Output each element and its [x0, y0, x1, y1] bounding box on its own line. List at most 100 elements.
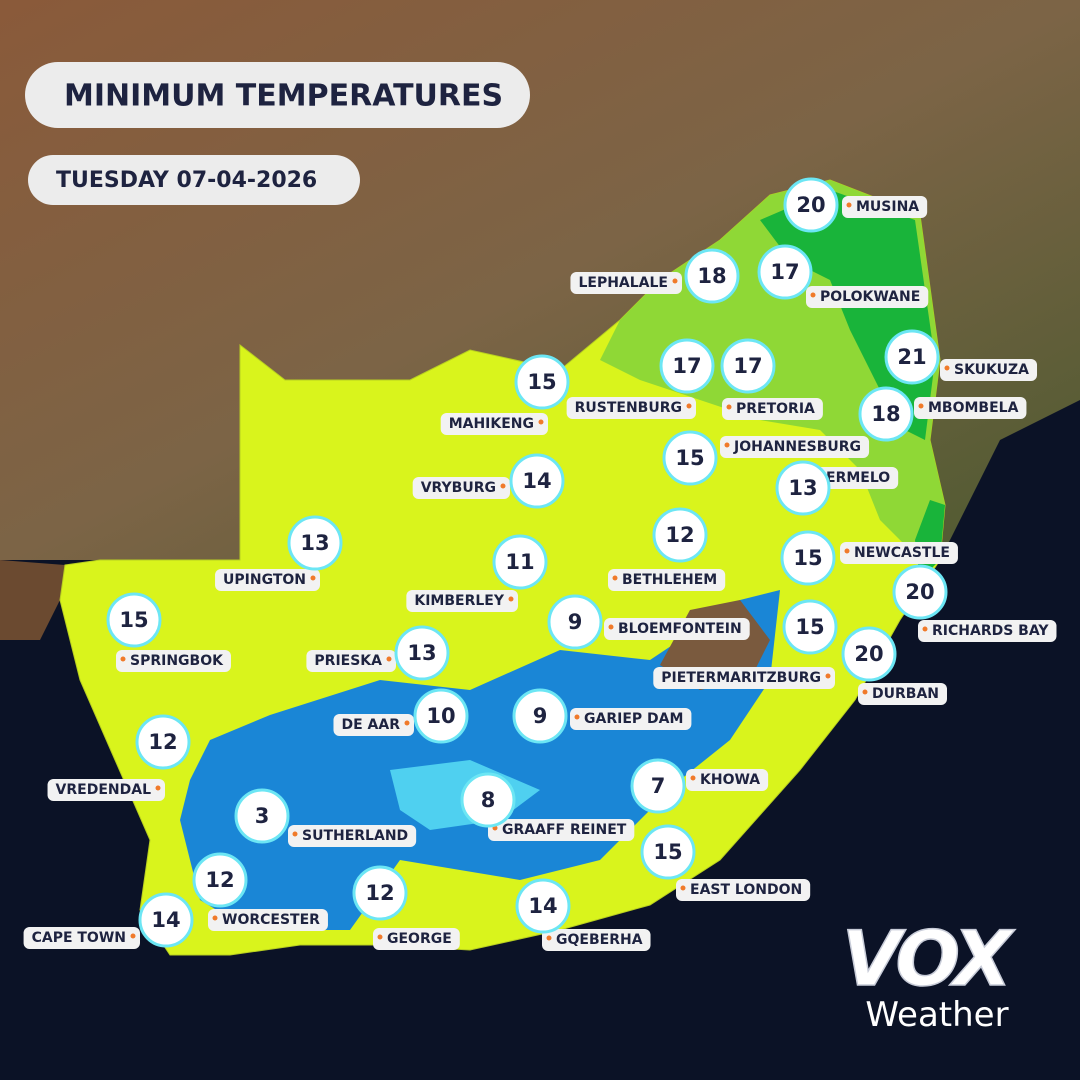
city-labels: MUSINA LEPHALALE POLOKWANE SKUKUZA MBOMBELA M…: [23, 196, 1057, 951]
temp-circle: [106, 592, 162, 648]
label-pill: [440, 413, 548, 435]
label-pill: [806, 286, 929, 308]
city-dot: [120, 656, 126, 662]
label-pill: [676, 879, 811, 901]
temp-value: 9: [533, 704, 548, 728]
label-pill: [406, 590, 518, 612]
city-name: PRETORIA: [736, 401, 815, 417]
city-dot: [726, 404, 732, 410]
city-dot: [922, 626, 928, 632]
city-name: SKUKUZA: [954, 362, 1029, 378]
city-name: NEWCASTLE: [854, 545, 950, 561]
city-name: GARIEP DAM: [584, 711, 683, 727]
title-pill: [25, 62, 530, 128]
temp-value: 15: [793, 546, 822, 570]
temp-value: 13: [788, 476, 817, 500]
label-pill: [488, 819, 635, 841]
temp-circle: [782, 599, 838, 655]
temp-value: 14: [528, 894, 557, 918]
temp-circle: [509, 453, 565, 509]
city-dot: [944, 365, 950, 371]
temp-value: 17: [770, 260, 799, 284]
city-name: PRIESKA: [314, 653, 382, 669]
city-name: MAHIKENG: [449, 416, 534, 432]
city-dot: [508, 596, 514, 602]
city-dot: [918, 403, 924, 409]
temp-value: 12: [365, 881, 394, 905]
temp-value: 8: [481, 788, 496, 812]
temp-value: 20: [854, 642, 883, 666]
label-pill: [918, 620, 1057, 642]
label-pill: [412, 477, 510, 499]
temp-value: 15: [527, 370, 556, 394]
temp-circle: [460, 772, 516, 828]
city-dot: [608, 624, 614, 630]
temp-circle: [394, 625, 450, 681]
temp-circle: [659, 338, 715, 394]
temp-value: 11: [505, 550, 534, 574]
temp-value: 12: [148, 730, 177, 754]
temp-circle: [775, 460, 831, 516]
city-dot: [212, 915, 218, 921]
city-name: JOHANNESBURG: [733, 439, 861, 455]
temp-circle: [547, 594, 603, 650]
city-dot: [862, 689, 868, 695]
city-dot: [386, 656, 392, 662]
title: MINIMUM TEMPERATURES: [64, 79, 503, 114]
temp-circle: [287, 515, 343, 571]
city-dot: [377, 934, 383, 940]
temp-circle: [352, 865, 408, 921]
temp-circle: [515, 878, 571, 934]
temp-value: 15: [795, 615, 824, 639]
label-pill: [858, 683, 947, 705]
temp-value: 20: [796, 193, 825, 217]
city-name: ERMELO: [826, 470, 890, 486]
city-name: RICHARDS BAY: [932, 623, 1049, 639]
city-name: KHOWA: [700, 772, 760, 788]
label-pill: [566, 397, 696, 419]
city-dot: [612, 575, 618, 581]
city-dot: [680, 885, 686, 891]
temp-circle: [413, 688, 469, 744]
temp-circle: [858, 386, 914, 442]
city-name: MBOMBELA: [928, 400, 1019, 416]
city-dot: [810, 292, 816, 298]
city-dot: [672, 278, 678, 284]
city-dot: [404, 720, 410, 726]
temp-value: 12: [665, 523, 694, 547]
temp-value: 10: [426, 704, 455, 728]
city-name: MUSINA: [856, 199, 919, 215]
temp-value: 14: [151, 908, 180, 932]
date: TUESDAY 07-04-2026: [56, 168, 317, 193]
city-name: PIETERMARITZBURG: [661, 670, 821, 686]
date-pill: [28, 155, 360, 205]
city-name: RUSTENBURG: [575, 400, 682, 416]
temp-circle: [720, 338, 776, 394]
city-name: BETHLEHEM: [622, 572, 717, 588]
label-pill: [686, 769, 769, 791]
temp-circle: [684, 248, 740, 304]
label-pill: [23, 927, 140, 949]
city-dot: [825, 673, 831, 679]
temp-circle: [652, 507, 708, 563]
temp-circle: [780, 530, 836, 586]
city-name: VRYBURG: [421, 480, 496, 496]
city-temps: 20 18 17 21 18 15 17 17 15 13 14 13 12 11 15 20 15 9 13 15 2…: [106, 177, 948, 948]
city-name: BLOEMFONTEIN: [618, 621, 742, 637]
temp-value: 7: [651, 774, 666, 798]
city-name: DE AAR: [341, 717, 400, 733]
temp-circle: [640, 824, 696, 880]
temp-circle: [841, 626, 897, 682]
temp-value: 21: [897, 345, 926, 369]
city-name: GEORGE: [387, 931, 452, 947]
temp-circle: [135, 714, 191, 770]
temp-circle: [884, 329, 940, 385]
temp-value: 15: [653, 840, 682, 864]
city-name: SUTHERLAND: [302, 828, 408, 844]
label-pill: [722, 398, 823, 420]
city-dot: [292, 831, 298, 837]
temp-value: 9: [568, 610, 583, 634]
temp-value: 20: [905, 580, 934, 604]
land: [0, 560, 65, 640]
